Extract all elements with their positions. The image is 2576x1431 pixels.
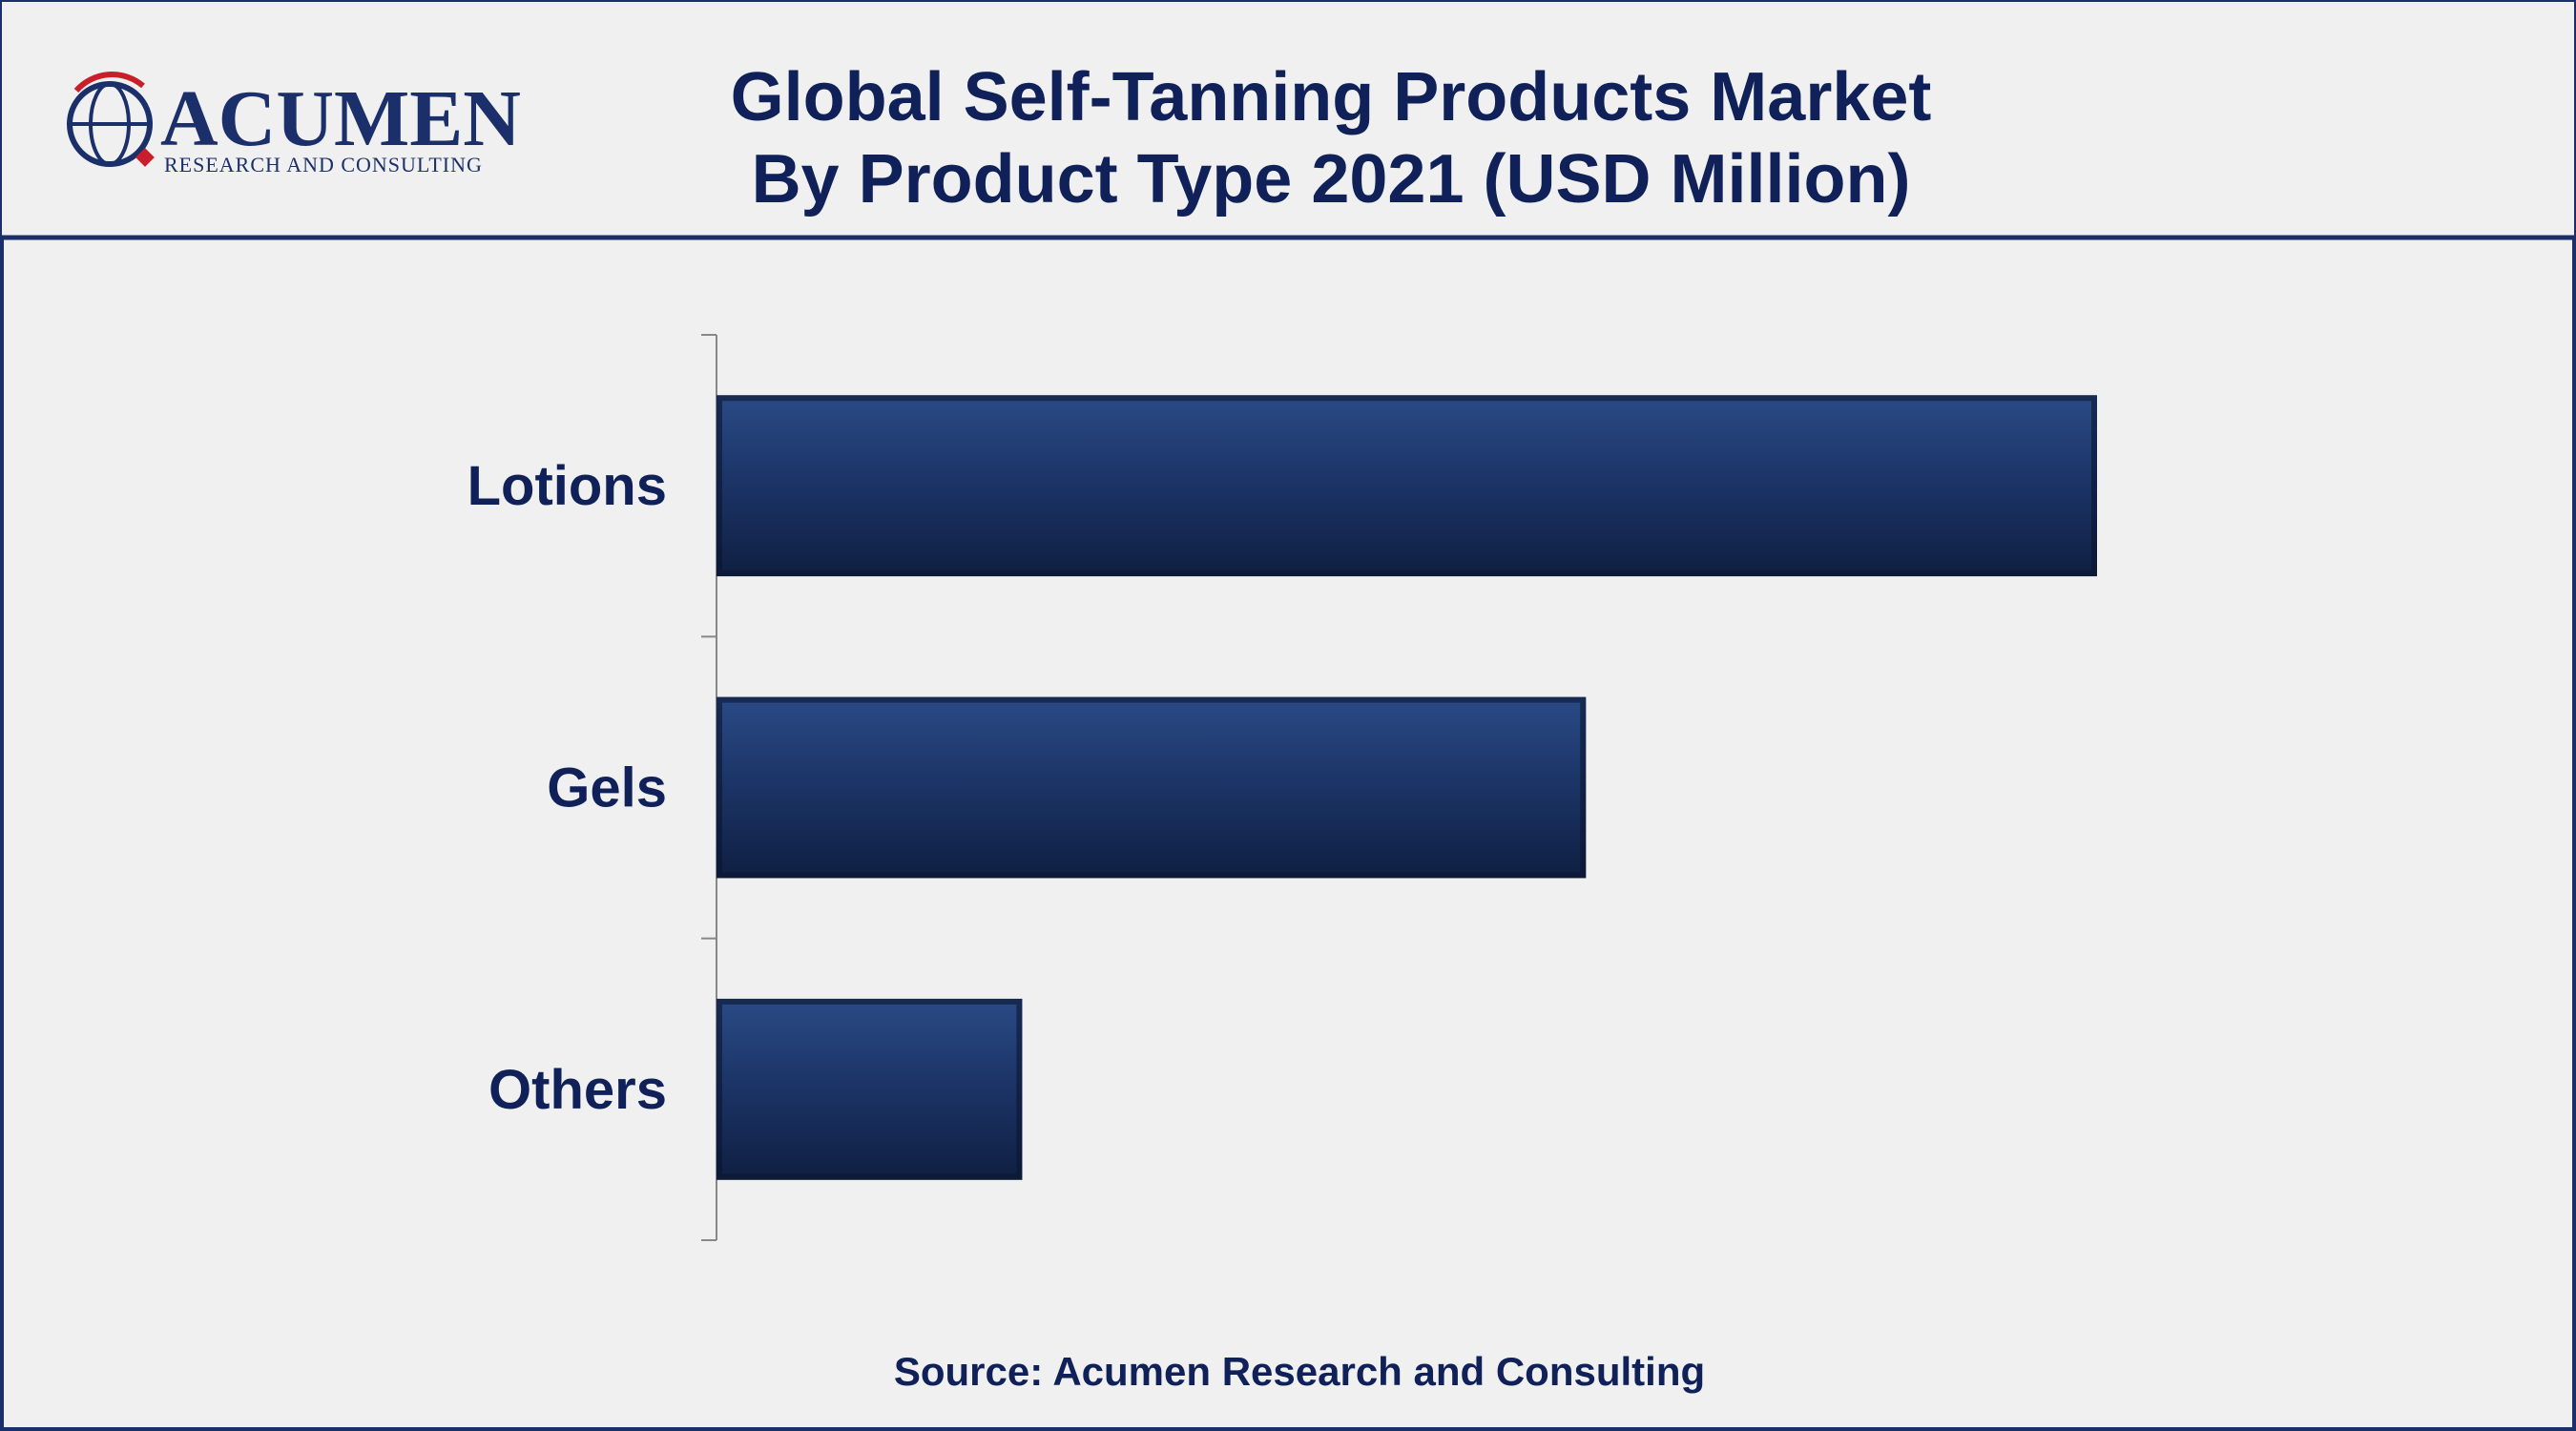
- bar-bevel: [717, 998, 1023, 1180]
- bar: [717, 395, 2097, 577]
- chart-subtitle: By Product Type 2021 (USD Million): [752, 141, 1911, 218]
- logo-swoosh: [73, 72, 145, 93]
- y-tick-label: Others: [488, 1059, 667, 1121]
- y-tick-label: Gels: [547, 757, 667, 819]
- y-tick-label: Lotions: [467, 455, 667, 517]
- header: [2, 2, 2574, 237]
- source: Source: Acumen Research and Consulting: [894, 1349, 1705, 1394]
- bar: [717, 998, 1023, 1180]
- bar-bevel: [717, 395, 2097, 577]
- logo: ACUMEN RESEARCH AND CONSULTING: [67, 72, 521, 176]
- bar: [717, 696, 1587, 879]
- chart-title: Global Self-Tanning Products Market: [731, 59, 1932, 135]
- bar-bevel: [717, 696, 1587, 879]
- logo-name: ACUMEN: [160, 74, 521, 163]
- logo-diamond: [135, 148, 155, 167]
- logo-tagline: RESEARCH AND CONSULTING: [164, 153, 483, 176]
